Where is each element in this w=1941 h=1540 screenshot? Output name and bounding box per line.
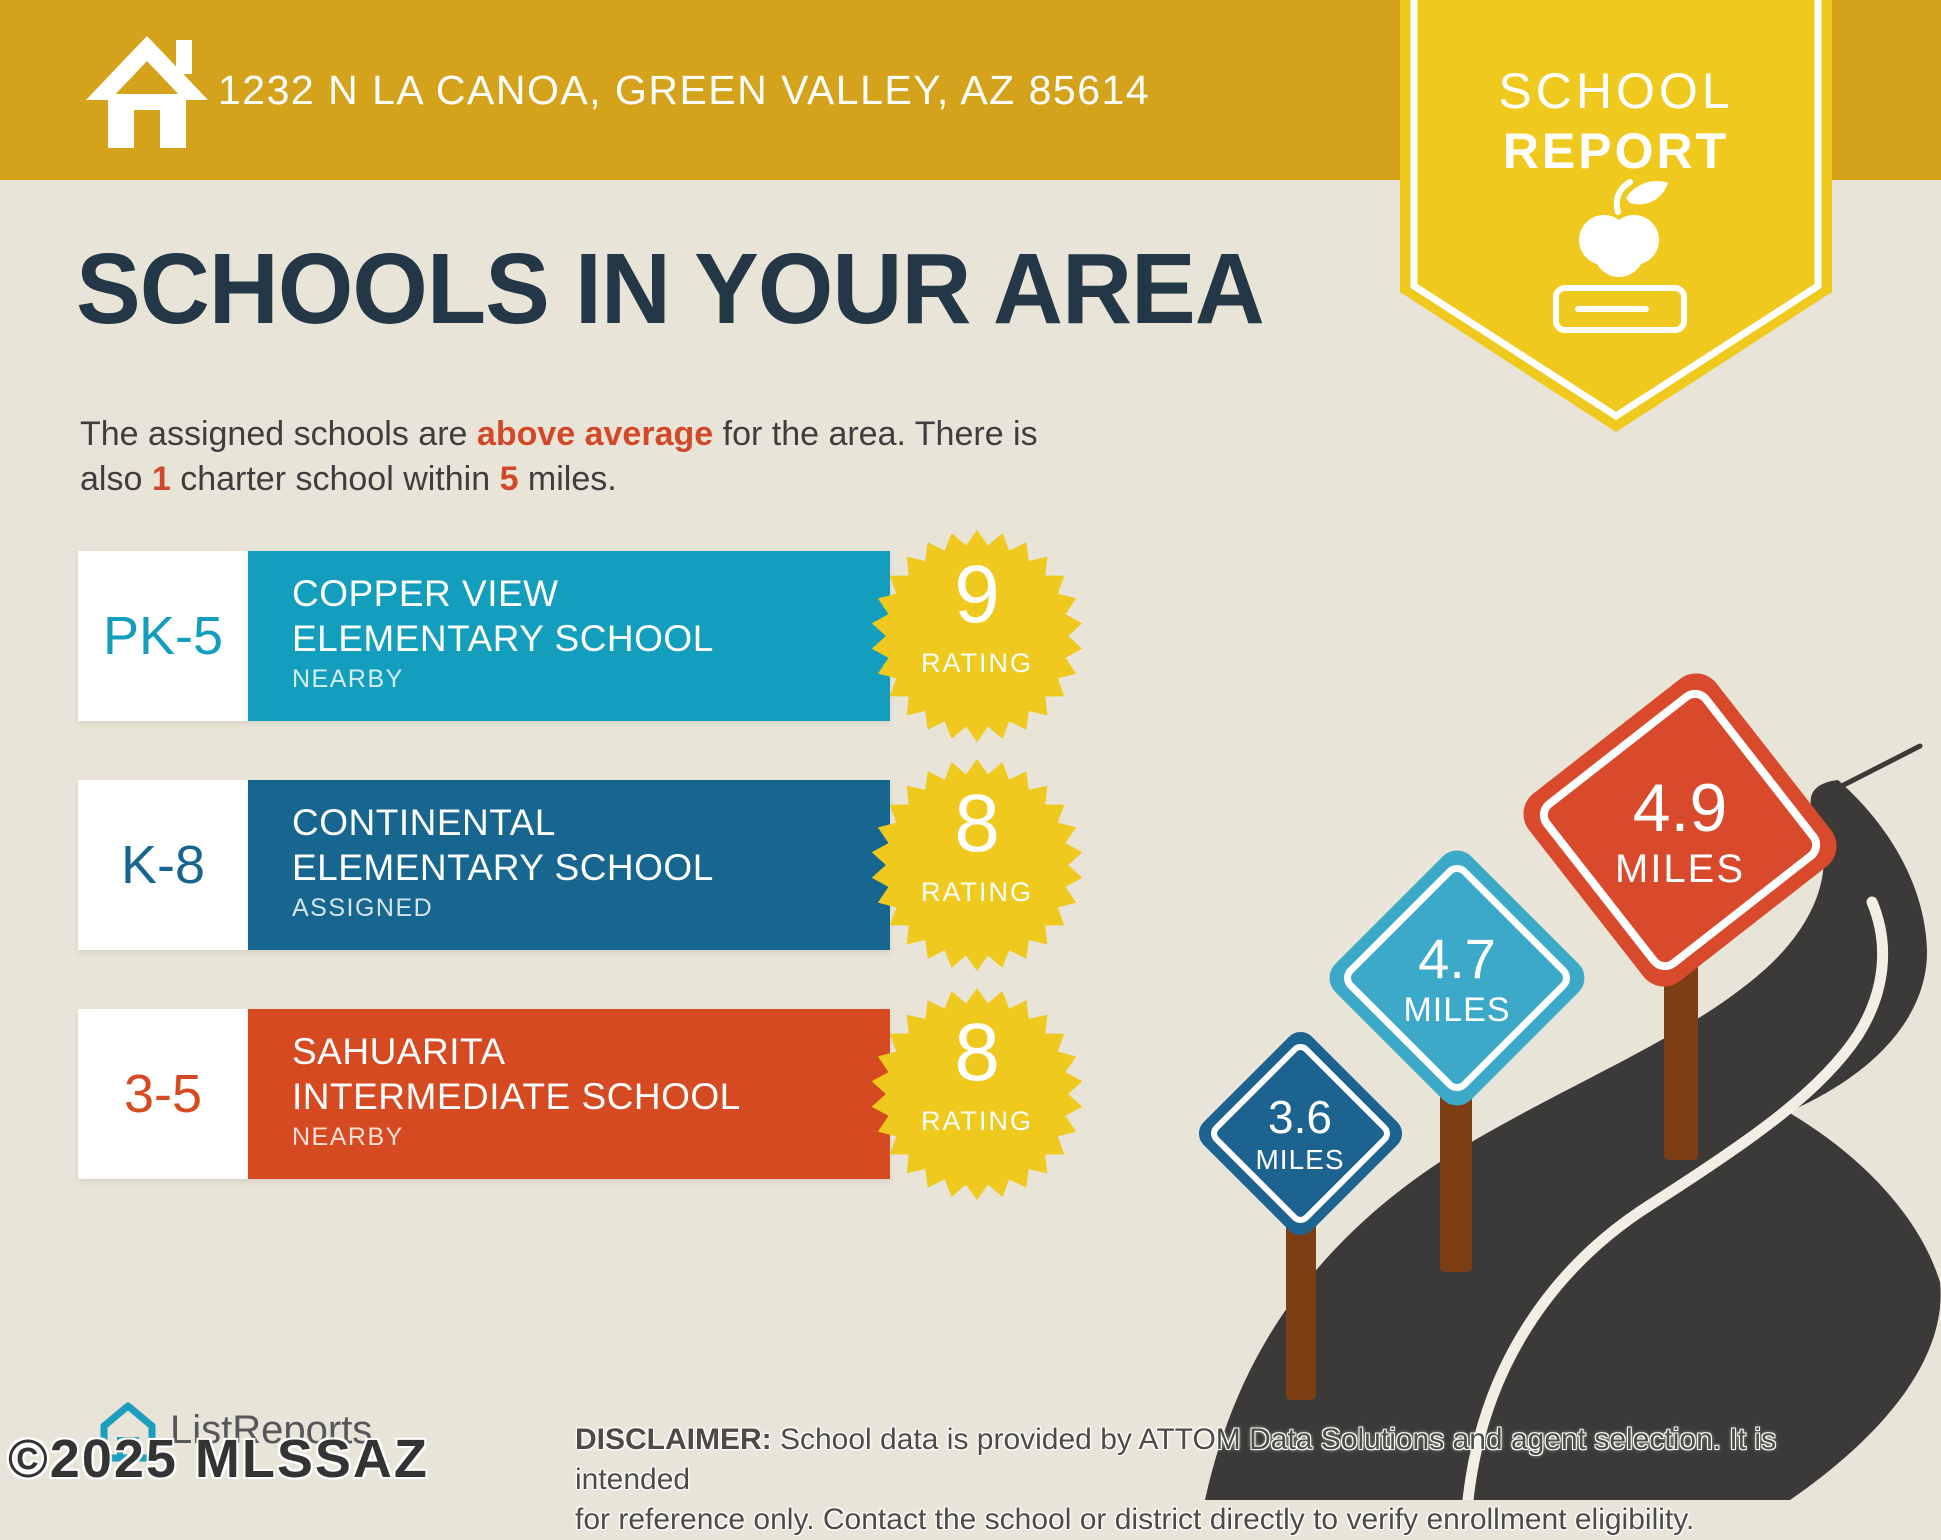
- summary-segment: also: [80, 460, 152, 498]
- school-name: COPPER VIEW ELEMENTARY SCHOOL: [292, 573, 714, 659]
- disclaimer-line-2: for reference only. Contact the school o…: [575, 1503, 1695, 1536]
- sign-distance-value: 4.9: [1632, 769, 1728, 846]
- summary-segment: for the area. There is: [713, 415, 1038, 453]
- rating-label: RATING: [921, 648, 1033, 678]
- summary-highlight-above-average: above average: [476, 415, 714, 453]
- report-badge-word-school: SCHOOL: [1498, 63, 1734, 119]
- sign-distance-value: 4.7: [1418, 927, 1496, 990]
- school-bar: COPPER VIEW ELEMENTARY SCHOOL NEARBY: [248, 551, 890, 721]
- summary-segment: miles.: [518, 460, 617, 498]
- road-vanishing-line: [1827, 743, 1923, 795]
- mls-watermark: ©2025 MLSSAZ: [8, 1429, 429, 1489]
- report-badge-word-report: REPORT: [1502, 123, 1730, 179]
- sign-distance-unit: MILES: [1255, 1144, 1345, 1175]
- distance-sign-4-7-miles: 4.7 MILES: [1321, 842, 1593, 1114]
- grade-range-box: PK-5: [78, 551, 248, 721]
- grade-range: PK-5: [102, 606, 224, 666]
- rating-value: 8: [954, 1007, 1000, 1098]
- rating-label: RATING: [921, 877, 1033, 907]
- rating-badge-8b: 8 RATING: [871, 988, 1083, 1200]
- listreports-logo: ListReports: [170, 1408, 373, 1452]
- starburst-icon: [871, 530, 1083, 742]
- sign-distance-unit: MILES: [1614, 846, 1746, 891]
- summary-segment: The assigned schools are: [80, 415, 477, 453]
- summary-highlight-miles: 5: [499, 460, 519, 498]
- property-address: 1232 N LA CANOA, GREEN VALLEY, AZ 85614: [218, 67, 1151, 113]
- school-card-continental: K-8 CONTINENTAL ELEMENTARY SCHOOL ASSIGNE…: [78, 780, 890, 950]
- grade-range-box: K-8: [78, 780, 248, 950]
- school-bar: SAHUARITA INTERMEDIATE SCHOOL NEARBY: [248, 1009, 890, 1179]
- rating-value: 8: [954, 778, 1000, 869]
- grade-range-box: 3-5: [78, 1009, 248, 1179]
- summary-segment: charter school within: [170, 460, 500, 498]
- starburst-icon: [871, 988, 1083, 1200]
- starburst-icon: [871, 759, 1083, 971]
- rating-badge-8: 8 RATING: [871, 759, 1083, 971]
- home-icon: [86, 36, 208, 148]
- distance-sign-4-9-miles: 4.9 MILES: [1512, 662, 1848, 998]
- school-relationship: ASSIGNED: [292, 894, 434, 922]
- grade-range: K-8: [120, 835, 206, 895]
- rating-badge-9: 9 RATING: [871, 530, 1083, 742]
- page-title: SCHOOLS IN YOUR AREA: [76, 233, 1265, 345]
- school-card-sahuarita: 3-5 SAHUARITA INTERMEDIATE SCHOOL NEARBY: [78, 1009, 890, 1179]
- school-relationship: NEARBY: [292, 665, 404, 693]
- sign-distance-unit: MILES: [1403, 991, 1511, 1029]
- rating-value: 9: [954, 549, 1000, 640]
- school-card-copper-view: PK-5 COPPER VIEW ELEMENTARY SCHOOL NEARBY: [78, 551, 890, 721]
- school-name: CONTINENTAL ELEMENTARY SCHOOL: [292, 802, 714, 888]
- disclaimer-text: DISCLAIMER: School data is provided by A…: [575, 1420, 1895, 1540]
- road-surface: [1205, 780, 1941, 1500]
- grade-range: 3-5: [123, 1064, 203, 1124]
- sign-distance-value: 3.6: [1268, 1091, 1332, 1143]
- rating-label: RATING: [921, 1106, 1033, 1136]
- summary-highlight-count: 1: [151, 460, 171, 498]
- disclaimer-line-1: School data is provided by ATTOM Data So…: [575, 1423, 1777, 1496]
- school-name: SAHUARITA INTERMEDIATE SCHOOL: [292, 1031, 741, 1117]
- school-relationship: NEARBY: [292, 1123, 404, 1151]
- distance-sign-3-6-miles: 3.6 MILES: [1191, 1024, 1409, 1242]
- summary-text: The assigned schools are above average f…: [80, 412, 1140, 502]
- listreports-house-icon: [100, 1402, 156, 1462]
- road-center-line: [1462, 896, 1889, 1500]
- road-graphic: [1205, 743, 1941, 1500]
- disclaimer-label: DISCLAIMER:: [575, 1423, 772, 1456]
- school-bar: CONTINENTAL ELEMENTARY SCHOOL ASSIGNED: [248, 780, 890, 950]
